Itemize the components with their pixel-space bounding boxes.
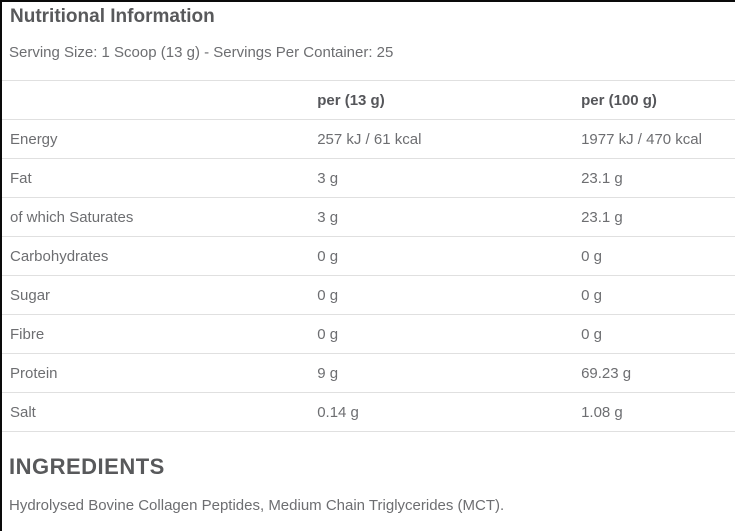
value-per-100g: 23.1 g [581,158,735,198]
col-header-per-100g: per (100 g) [581,80,735,120]
table-row: Fat 3 g 23.1 g [2,158,735,198]
value-per-100g: 0 g [581,275,735,315]
nutrient-label: Fat [2,158,318,198]
value-per-serving: 0 g [317,314,582,354]
table-row: Protein 9 g 69.23 g [2,353,735,393]
ingredients-text: Hydrolysed Bovine Collagen Peptides, Med… [9,497,505,514]
nutrient-label: Carbohydrates [2,236,318,276]
value-per-serving: 0 g [317,236,582,276]
nutrient-label: Fibre [2,314,318,354]
header-row: per (13 g) per (100 g) [2,80,735,120]
value-per-100g: 23.1 g [581,197,735,237]
nutrient-label: Sugar [2,275,318,315]
nutrient-label: Salt [2,392,318,432]
table-body: Energy 257 kJ / 61 kcal 1977 kJ / 470 kcal… [2,119,735,432]
table-row: Salt 0.14 g 1.08 g [2,392,735,432]
nutrient-label: Energy [2,119,318,159]
nutrient-label: Protein [2,353,318,393]
ingredients-heading: INGREDIENTS [9,454,165,479]
value-per-serving: 9 g [317,353,582,393]
value-per-serving: 3 g [317,158,582,198]
col-header-nutrient [2,80,318,120]
table-row: Energy 257 kJ / 61 kcal 1977 kJ / 470 kcal [2,119,735,159]
value-per-serving: 0.14 g [317,392,582,432]
nutrient-label: of which Saturates [2,197,318,237]
value-per-100g: 69.23 g [581,353,735,393]
table-header: per (13 g) per (100 g) [2,80,735,120]
value-per-100g: 0 g [581,236,735,276]
value-per-100g: 1.08 g [581,392,735,432]
value-per-serving: 3 g [317,197,582,237]
value-per-100g: 1977 kJ / 470 kcal [581,119,735,159]
col-header-per-serving: per (13 g) [317,80,582,120]
table-row: of which Saturates 3 g 23.1 g [2,197,735,237]
nutrition-table: per (13 g) per (100 g) Energy 257 kJ / 61… [2,80,735,432]
value-per-100g: 0 g [581,314,735,354]
value-per-serving: 257 kJ / 61 kcal [317,119,582,159]
value-per-serving: 0 g [317,275,582,315]
page-title: Nutritional Information [10,6,215,27]
serving-info: Serving Size: 1 Scoop (13 g) - Servings … [9,44,394,61]
